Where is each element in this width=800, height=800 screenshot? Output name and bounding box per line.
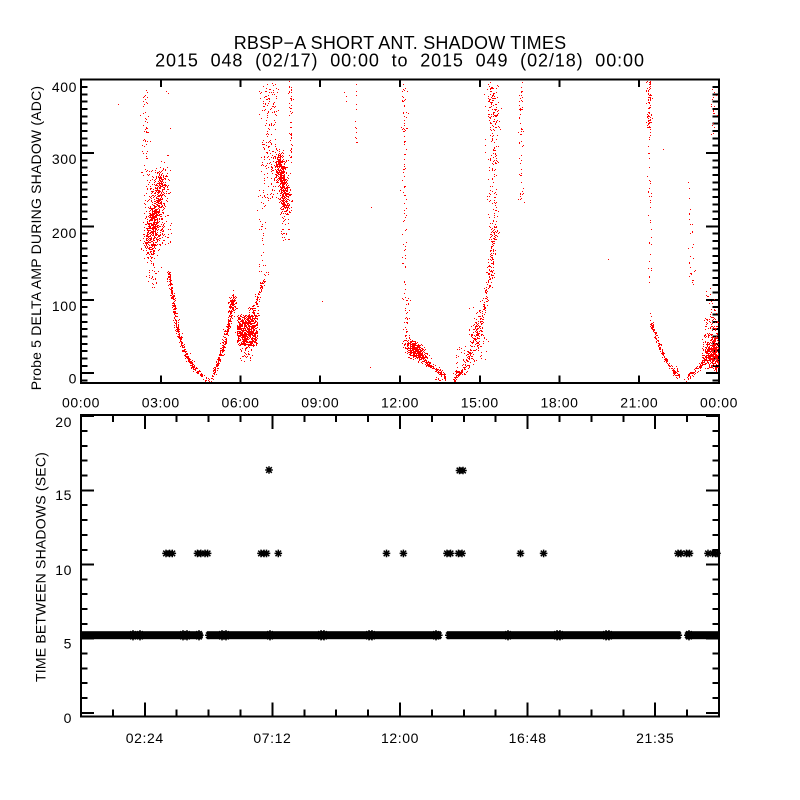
- svg-text:12:00: 12:00: [381, 730, 419, 746]
- svg-text:15:00: 15:00: [461, 395, 499, 411]
- svg-text:300: 300: [52, 151, 77, 167]
- svg-text:02:24: 02:24: [126, 730, 164, 746]
- svg-text:21:35: 21:35: [636, 730, 674, 746]
- svg-text:00:00: 00:00: [700, 395, 738, 411]
- svg-text:15: 15: [55, 487, 72, 503]
- svg-text:21:00: 21:00: [620, 395, 658, 411]
- svg-text:200: 200: [52, 225, 77, 241]
- svg-text:400: 400: [52, 79, 77, 95]
- svg-text:09:00: 09:00: [301, 395, 339, 411]
- svg-text:18:00: 18:00: [540, 395, 578, 411]
- svg-text:06:00: 06:00: [221, 395, 259, 411]
- svg-text:07:12: 07:12: [253, 730, 291, 746]
- svg-text:100: 100: [52, 298, 77, 314]
- svg-text:0: 0: [69, 371, 77, 387]
- svg-text:2015 048 (02/17) 00:00 to: 2015 048 (02/17) 00:00 to 2015 049 (02/1…: [155, 51, 645, 71]
- svg-text:12:00: 12:00: [381, 395, 419, 411]
- svg-text:16:48: 16:48: [509, 730, 547, 746]
- svg-text:10: 10: [55, 562, 72, 578]
- svg-text:03:00: 03:00: [142, 395, 180, 411]
- svg-text:TIME BETWEEN SHADOWS (SEC): TIME BETWEEN SHADOWS (SEC): [33, 452, 49, 682]
- svg-text:00:00: 00:00: [62, 395, 100, 411]
- svg-text:5: 5: [64, 636, 72, 652]
- svg-text:0: 0: [64, 710, 72, 726]
- svg-text:20: 20: [55, 414, 72, 430]
- svg-text:Probe 5 DELTA AMP DURING SHADO: Probe 5 DELTA AMP DURING SHADOW (ADC): [28, 86, 44, 391]
- svg-text:RBSP−A SHORT ANT. SHADOW TIMES: RBSP−A SHORT ANT. SHADOW TIMES: [234, 33, 567, 53]
